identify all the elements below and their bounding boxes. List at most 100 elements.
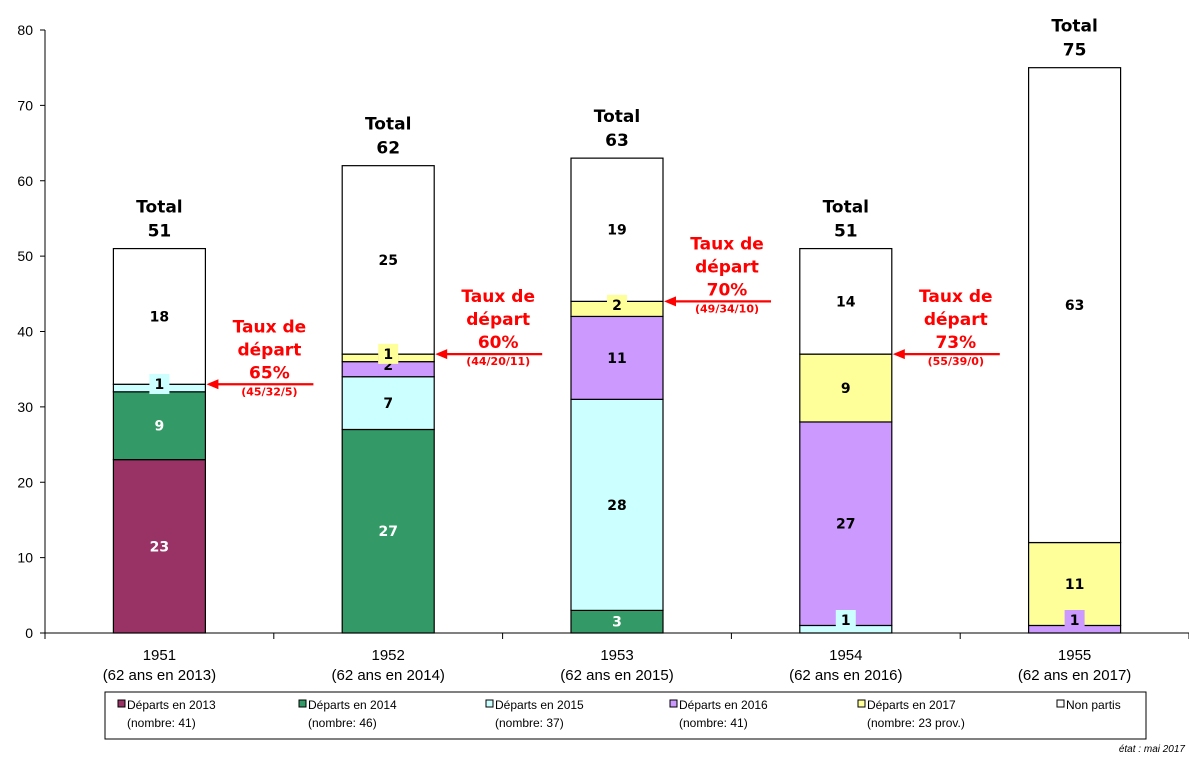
x-tick-label: (62 ans en 2015) [560,667,673,684]
x-tick-label: 1953 [600,647,633,664]
bar-value-label: 3 [612,615,622,631]
total-labels: Total 51 Total 62 Total 63 Total 51 Total 75 [136,17,1098,242]
legend-label: Départs en 2015 [495,698,584,712]
bar-value-label: 28 [607,498,626,514]
annotation-line: départ [924,310,988,330]
bar-value-label-box [835,610,856,630]
total-label: Total [594,107,640,127]
legend-label: Non partis [1066,698,1121,712]
total-value: 51 [834,222,858,242]
y-tick-label: 20 [17,474,33,490]
bar-value-label: 27 [836,517,855,533]
legend: Départs en 2013 (nombre: 41) Départs en 20… [104,691,1147,740]
y-tick-label: 40 [17,324,33,340]
bar-value-label-box [607,294,627,315]
bar-segment-departs-en-2017-1954 [799,353,893,423]
annotation-rate: 60% [478,333,519,353]
annotation-rate: 65% [249,363,290,383]
y-tick-label: 70 [17,97,33,113]
total-value: 62 [376,139,400,159]
bar-value-label: 2 [612,298,622,314]
bar-segment-departs-en-2014-1952 [341,428,435,634]
annotation-line: Taux de [461,287,535,307]
bar-value-label: 18 [150,309,169,325]
legend-swatch [1056,699,1065,708]
total-label: Total [1051,17,1097,37]
annotation-line: départ [466,310,530,330]
total-value: 75 [1063,41,1087,61]
y-tick-label: 0 [25,625,33,641]
legend-sublabel: (nombre: 41) [127,716,196,730]
bar-value-label: 7 [383,396,393,412]
bar-value-label: 2 [383,358,393,374]
legend-sublabel: (nombre: 23 prov.) [867,716,965,730]
x-tick-label: (62 ans en 2013) [103,667,216,684]
bar-value-label: 14 [836,294,856,310]
annotation-line: Taux de [690,234,764,254]
y-tick-label: 30 [17,399,33,415]
x-tick-label: 1955 [1058,647,1091,664]
total-value: 63 [605,131,629,151]
annotation-detail: (44/20/11) [466,355,530,368]
total-label: Total [823,198,869,218]
x-tick-label: 1952 [372,647,405,664]
legend-label: Départs en 2013 [127,698,216,712]
legend-frame [104,691,1147,740]
bar-segment-non-partis-1953 [570,157,664,302]
annotation-detail: (55/39/0) [928,355,984,368]
total-label: Total [365,115,411,135]
annotation-line: départ [695,257,759,277]
total-label: Total [136,198,182,218]
y-tick-label: 60 [17,173,33,189]
bar-value-label: 19 [607,223,626,239]
bar-segment-departs-en-2015-1952 [341,376,435,431]
legend-label: Départs en 2017 [867,698,956,712]
legend-sublabel: (nombre: 41) [679,716,748,730]
x-tick-label: 1954 [829,647,862,664]
bar-value-label-box [1064,610,1085,630]
arrow-head [892,349,905,360]
bar-value-label: 1 [1070,613,1080,629]
bar-value-label: 9 [155,419,165,435]
bar-value-label: 1 [155,377,165,393]
bar-value-label-box [149,374,170,395]
bar-segment-departs-en-2013-1951 [112,459,207,634]
annotation-line: départ [237,340,301,360]
bar-value-label: 11 [607,351,626,367]
legend-swatch [669,699,678,708]
departure-rate-annotations: Taux de départ 65% (45/32/5) Taux de départ 60… [206,234,1000,398]
legend-sublabel: (nombre: 46) [308,716,377,730]
legend-sublabel: (nombre: 37) [495,716,564,730]
bar-value-label: 25 [378,253,397,269]
annotation-line: Taux de [233,317,307,337]
annotation-detail: (49/34/10) [695,302,759,315]
y-tick-label: 10 [17,550,33,566]
x-tick-label: 1951 [143,647,176,664]
legend-swatch [117,699,126,708]
bar-value-label: 1 [841,613,851,629]
date-note: état : mai 2017 [1119,744,1186,755]
bar-segment-non-partis-1951 [112,247,207,385]
y-tick-label: 50 [17,248,33,264]
x-tick-label: (62 ans en 2014) [331,667,444,684]
bar-value-label-box [378,343,399,364]
bar-segment-non-partis-1952 [341,165,435,355]
legend-swatch [298,699,307,708]
bar-segment-non-partis-1954 [799,247,893,355]
legend-label: Départs en 2016 [679,698,768,712]
arrow-head [206,379,219,390]
x-tick-label: (62 ans en 2017) [1018,667,1131,684]
annotation-rate: 73% [935,333,976,353]
bars [112,67,1122,634]
bar-segment-departs-en-2014-1951 [112,391,207,461]
bar-value-label: 9 [841,381,851,397]
bar-segment-non-partis-1955 [1027,67,1122,544]
bar-value-label: 23 [150,539,169,555]
annotation-rate: 70% [707,280,748,300]
bar-segment-departs-en-2015-1953 [570,398,664,611]
legend-label: Départs en 2014 [308,698,397,712]
arrow-head [435,349,448,360]
bar-value-label: 1 [383,347,393,363]
